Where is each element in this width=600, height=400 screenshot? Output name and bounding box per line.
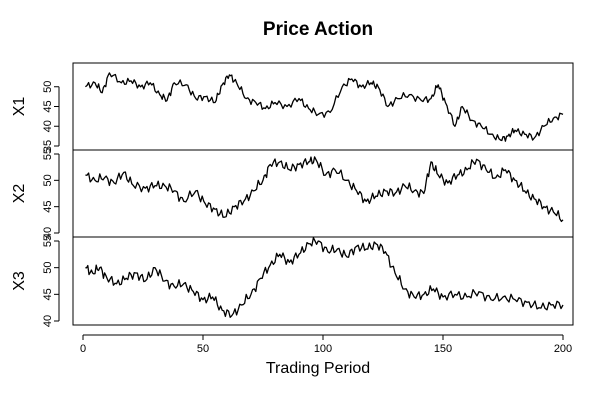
y-tick-label: 50 [42, 81, 54, 93]
panel-x2: 40 45 50 55 X2 [11, 148, 574, 239]
series-line-x2 [85, 156, 564, 223]
y-tick-label: 45 [42, 100, 54, 112]
x-tick-label: 200 [554, 343, 572, 355]
y-tick-label: 50 [42, 262, 54, 274]
y-tick-label: 40 [42, 120, 54, 132]
y-tick-label: 50 [42, 174, 54, 186]
y-axis-title: X3 [11, 271, 28, 291]
x-tick-label: 100 [314, 343, 332, 355]
y-tick-label: 55 [42, 235, 54, 247]
y-tick-label: 40 [42, 227, 54, 239]
y-tick-label: 45 [42, 288, 54, 300]
x-axis-title: Trading Period [266, 360, 370, 377]
x-axis: 0 50 100 150 200 [80, 334, 572, 355]
x-tick-label: 50 [197, 343, 209, 355]
y-axis-title: X2 [11, 184, 28, 204]
y-tick-label: 40 [42, 315, 54, 327]
y-tick-label: 45 [42, 201, 54, 213]
panel-x3: 40 45 50 55 X3 [11, 235, 574, 327]
panel-frame [72, 236, 574, 326]
y-tick-label: 55 [42, 148, 54, 160]
series-line-x3 [85, 237, 564, 318]
y-axis-title: X1 [11, 97, 28, 117]
panels-group: 35 40 45 50 X1 40 45 50 55 X2 40 45 50 55 X3 [11, 62, 574, 327]
y-tick-label: 35 [42, 140, 54, 152]
series-line-x1 [84, 72, 564, 142]
x-tick-label: 0 [80, 343, 86, 355]
chart-title: Price Action [263, 19, 373, 40]
x-tick-label: 150 [434, 343, 452, 355]
